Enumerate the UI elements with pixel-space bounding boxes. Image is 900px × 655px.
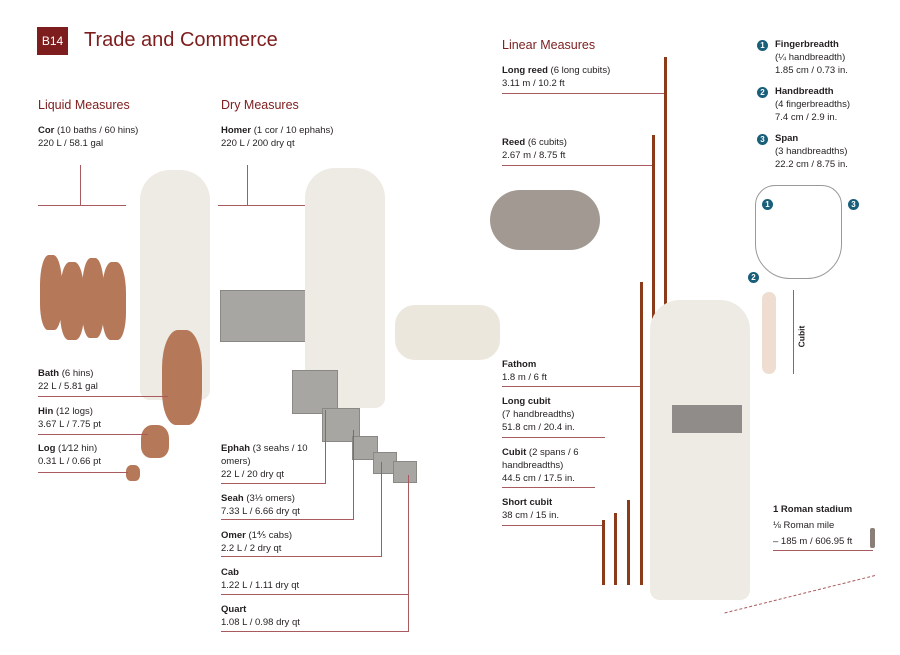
leader-line <box>221 519 354 520</box>
label-ephah: Ephah (3 seahs / 10 omers) 22 L / 20 dry … <box>221 443 308 480</box>
dry-heading: Dry Measures <box>221 98 299 112</box>
bracket-cor <box>38 205 126 206</box>
leader-line <box>221 631 409 632</box>
grain-sacks-illustration <box>395 305 500 360</box>
man-pouring-grain-illustration <box>305 168 385 408</box>
cubit-dimension-label: Cubit <box>796 325 807 348</box>
label-cab: Cab 1.22 L / 1.11 dry qt <box>221 567 300 591</box>
short-cubit-rod <box>602 520 605 585</box>
log-cup <box>126 465 140 481</box>
leader-line <box>38 472 128 473</box>
fingerbreadth-marker: 1 <box>762 199 773 210</box>
distant-figure-illustration <box>870 528 875 548</box>
label-log: Log (1⁄12 hin) 0.31 L / 0.66 pt <box>38 443 102 467</box>
leader-line <box>502 525 602 526</box>
liquid-heading: Liquid Measures <box>38 98 130 112</box>
label-span: Span (3 handbreadths) 22.2 cm / 8.75 in. <box>775 133 848 170</box>
leader-line <box>773 550 873 551</box>
leader-line <box>247 165 248 205</box>
leader-line <box>381 462 382 557</box>
hin-jar <box>141 425 169 458</box>
label-fingerbreadth: Fingerbreadth (¼ handbreadth) 1.85 cm / 0.… <box>775 39 848 76</box>
jar-illustration <box>102 262 126 340</box>
label-long-reed: Long reed (6 long cubits) 3.11 m / 10.2 f… <box>502 65 611 89</box>
quart-box <box>393 461 417 483</box>
page-title: Trade and Commerce <box>84 29 278 51</box>
man-standing-illustration <box>650 300 750 600</box>
label-hin: Hin (12 logs) 3.67 L / 7.75 pt <box>38 406 102 430</box>
handbreadth-marker: 2 <box>748 272 759 283</box>
label-cubit: Cubit (2 spans / 6 handbreadths) 44.5 cm … <box>502 447 579 484</box>
label-roman-stadium: 1 Roman stadium ⅛ Roman mile – 185 m / 606… <box>773 504 853 547</box>
leader-line <box>221 483 326 484</box>
cubit-dimension-line <box>793 290 794 374</box>
leader-line <box>502 386 640 387</box>
raised-arm <box>762 292 776 374</box>
label-short-cubit: Short cubit 38 cm / 15 in. <box>502 497 560 521</box>
jar-illustration <box>60 262 84 340</box>
leader-line <box>38 396 168 397</box>
label-quart: Quart 1.08 L / 0.98 dry qt <box>221 604 300 628</box>
label-reed: Reed (6 cubits) 2.67 m / 8.75 ft <box>502 137 567 161</box>
jar-illustration <box>40 255 62 330</box>
sash <box>672 405 742 433</box>
leader-line <box>80 165 81 205</box>
leader-line <box>502 487 595 488</box>
hand-item-span: 3 <box>757 133 768 146</box>
label-seah: Seah (3⅓ omers) 7.33 L / 6.66 dry qt <box>221 493 300 517</box>
leader-line <box>502 437 605 438</box>
leader-line <box>408 475 409 632</box>
ephah-box <box>292 370 338 414</box>
donkey-illustration <box>490 190 600 250</box>
bath-jar <box>162 330 202 425</box>
label-long-cubit: Long cubit (7 handbreadths) 51.8 cm / 20.4… <box>502 396 575 433</box>
label-omer: Omer (1⅘ cabs) 2.2 L / 2 dry qt <box>221 530 292 554</box>
span-marker: 3 <box>848 199 859 210</box>
label-fathom: Fathom 1.8 m / 6 ft <box>502 359 547 383</box>
hand-item-handbreadth: 2 <box>757 86 768 99</box>
leader-line <box>221 594 409 595</box>
hand-item-fingerbreadth: 1 <box>757 39 768 52</box>
hand-outline-illustration <box>755 185 842 279</box>
section-badge: B14 <box>37 27 68 55</box>
jar-illustration <box>82 258 104 338</box>
label-handbreadth: Handbreadth (4 fingerbreadths) 7.4 cm / 2.… <box>775 86 850 123</box>
bracket-homer <box>218 205 308 206</box>
leader-line <box>502 93 665 94</box>
long-cubit-rod <box>627 500 630 585</box>
leader-line <box>38 434 148 435</box>
cubit-rod <box>614 513 617 585</box>
leader-line <box>353 430 354 520</box>
label-bath: Bath (6 hins) 22 L / 5.81 gal <box>38 368 98 392</box>
leader-line <box>502 165 652 166</box>
linear-heading: Linear Measures <box>502 38 596 52</box>
label-homer: Homer (1 cor / 10 ephahs) 220 L / 200 dry… <box>221 125 334 149</box>
fathom-rod <box>640 282 643 585</box>
leader-line <box>221 556 381 557</box>
leader-line <box>325 410 326 484</box>
label-cor: Cor (10 baths / 60 hins) 220 L / 58.1 gal <box>38 125 139 149</box>
